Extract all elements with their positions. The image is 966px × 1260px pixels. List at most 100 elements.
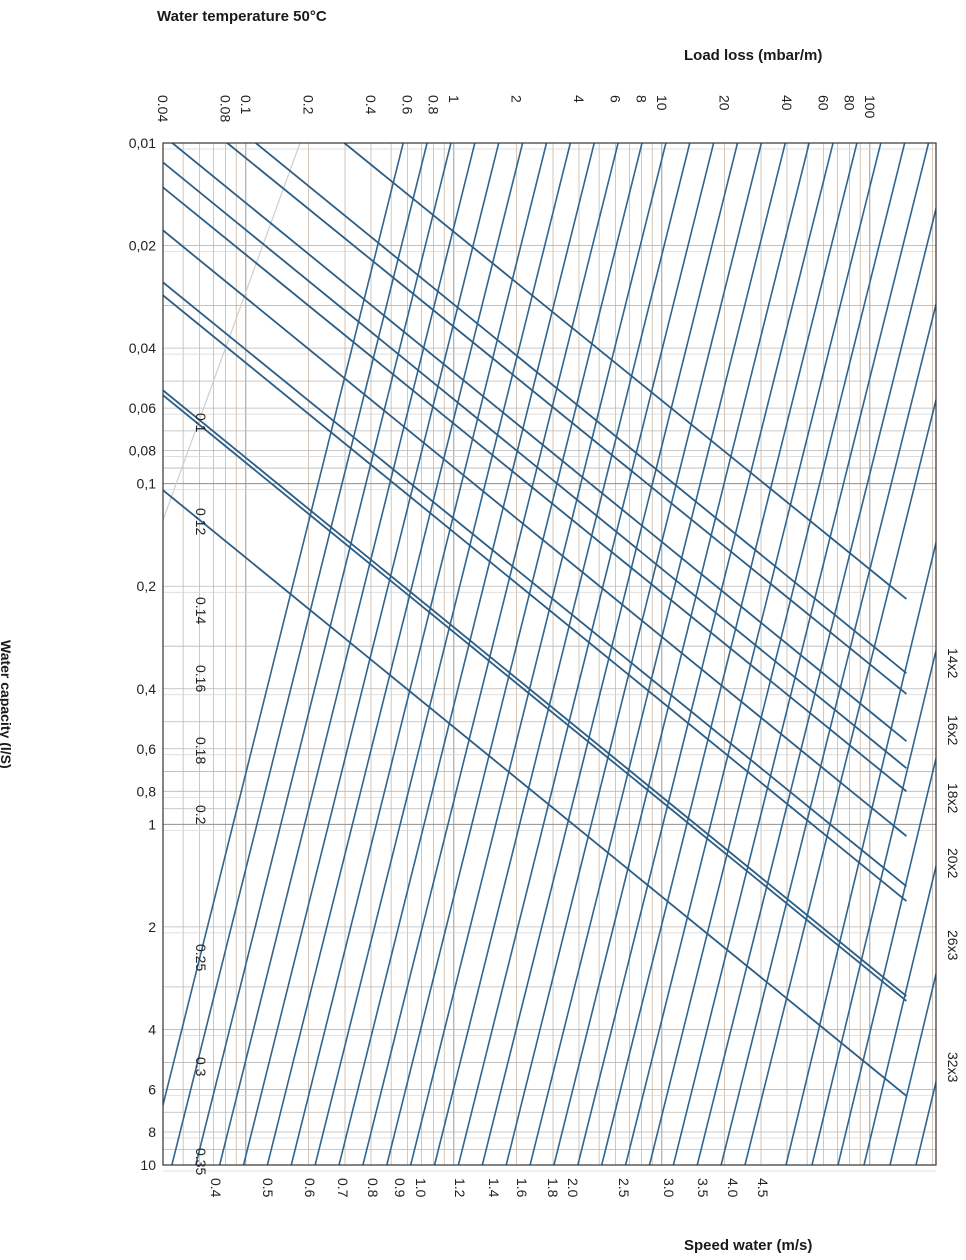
x-axis-title: Load loss (mbar/m) xyxy=(684,47,823,64)
x-tick-label: 0.4 xyxy=(363,95,379,115)
axis-labels: 0,01 0,02 0,04 0,06 0,08 0,1 0,2 0,4 0,6 0,8 1 2 4 6 8… xyxy=(129,95,961,1198)
pipe-label: 16x2 xyxy=(945,715,961,746)
speed-line xyxy=(672,143,930,1165)
pipe-line-20x2-companion xyxy=(163,281,907,887)
pipe-label: 18x2 xyxy=(945,783,961,814)
speed-line xyxy=(242,143,500,1165)
speed-line xyxy=(314,143,572,1165)
speed-line xyxy=(338,143,596,1165)
speed-line xyxy=(624,143,882,1165)
speed-label-left: 0.25 xyxy=(193,944,209,971)
speed-line xyxy=(529,143,787,1165)
pipe-label: 26x3 xyxy=(945,930,961,961)
speed-line xyxy=(457,143,715,1165)
x-tick-label: 0.1 xyxy=(238,95,254,115)
speed-label-bottom: 1.4 xyxy=(486,1178,502,1198)
speed-line xyxy=(171,143,428,1165)
speed-label-bottom: 3.5 xyxy=(695,1178,711,1198)
pipe-label: 14x2 xyxy=(945,648,961,679)
x-tick-label: 4 xyxy=(571,95,587,103)
y-tick-label: 2 xyxy=(148,919,156,935)
x-tick-label: 0.2 xyxy=(300,95,316,115)
pipe-line-16x2 xyxy=(254,143,907,674)
speed-label-bottom: 2.5 xyxy=(616,1178,632,1198)
speed-label-bottom: 0.9 xyxy=(392,1178,408,1198)
y-tick-label: 0,8 xyxy=(137,783,157,799)
speed-label-bottom: 0.6 xyxy=(302,1178,318,1198)
speed-label-left: 0.35 xyxy=(193,1148,209,1175)
speed-line xyxy=(744,396,936,1165)
y-tick-label: 0,4 xyxy=(137,681,157,697)
speed-line xyxy=(785,539,936,1165)
pipe-line-20x2 xyxy=(163,186,907,793)
x-tick-label: 6 xyxy=(608,95,624,103)
x-tick-label: 0.6 xyxy=(400,95,416,115)
reference-line xyxy=(163,143,301,521)
speed-label-bottom: 1.0 xyxy=(413,1178,429,1198)
speed-line xyxy=(481,143,739,1165)
speed-axis-title: Speed water (m/s) xyxy=(684,1237,813,1254)
pipe-line-16x2-companion xyxy=(163,161,907,769)
x-tick-label: 40 xyxy=(779,95,795,111)
pipe-line-32x3-companion xyxy=(163,489,907,1097)
pipe-line-14x2-companion xyxy=(225,143,907,695)
x-tick-label: 100 xyxy=(862,95,878,119)
y-tick-label: 10 xyxy=(140,1157,156,1173)
speed-label-left: 0.18 xyxy=(193,737,209,764)
speed-line xyxy=(696,205,936,1165)
x-tick-label: 20 xyxy=(716,95,732,111)
speed-line xyxy=(811,647,936,1165)
speed-line xyxy=(290,143,548,1165)
speed-line xyxy=(409,143,667,1165)
speed-label-bottom: 1.6 xyxy=(514,1178,530,1198)
y-tick-label: 0,04 xyxy=(129,340,156,356)
pipe-label: 32x3 xyxy=(945,1052,961,1083)
speed-line xyxy=(942,0,966,1165)
x-tick-label: 0.04 xyxy=(155,95,171,122)
x-tick-label: 8 xyxy=(634,95,650,103)
speed-line xyxy=(553,143,810,1165)
speed-label-left: 0.16 xyxy=(193,665,209,692)
speed-line xyxy=(163,143,405,1109)
pipe-line-18x2 xyxy=(170,143,907,742)
speed-label-left: 0.2 xyxy=(193,805,209,825)
speed-line xyxy=(218,143,476,1165)
pipe-line-14x2 xyxy=(342,143,907,600)
y-tick-label: 0,6 xyxy=(137,741,157,757)
speed-line xyxy=(362,143,619,1165)
y-tick-label: 0,02 xyxy=(129,238,156,254)
speed-label-bottom: 4.0 xyxy=(725,1178,741,1198)
speed-label-bottom: 3.0 xyxy=(661,1178,677,1198)
y-tick-label: 0,08 xyxy=(129,443,156,459)
speed-label-left: 0.12 xyxy=(193,508,209,535)
x-tick-label: 2 xyxy=(508,95,524,103)
y-tick-label: 1 xyxy=(148,816,156,832)
speed-label-bottom: 0.8 xyxy=(365,1178,381,1198)
speed-line xyxy=(505,143,763,1165)
plot-frame xyxy=(162,142,937,1166)
speed-line xyxy=(386,143,643,1165)
y-tick-label: 0,1 xyxy=(137,476,157,492)
chart-title: Water temperature 50°C xyxy=(157,8,327,25)
y-tick-label: 6 xyxy=(148,1081,156,1097)
speed-label-left: 0.14 xyxy=(193,597,209,624)
speed-line xyxy=(889,970,936,1165)
x-tick-label: 1 xyxy=(446,95,462,103)
pipe-line-32x3 xyxy=(163,394,907,1002)
x-tick-label: 80 xyxy=(842,95,858,111)
x-tick-label: 0.8 xyxy=(426,95,442,115)
x-tick-label: 10 xyxy=(654,95,670,111)
y-tick-label: 0,01 xyxy=(129,135,156,151)
speed-line xyxy=(433,143,691,1165)
x-tick-label: 60 xyxy=(816,95,832,111)
speed-line xyxy=(648,143,906,1165)
speed-line xyxy=(863,862,936,1165)
speed-line xyxy=(720,301,936,1165)
speed-label-left: 0.1 xyxy=(193,413,209,433)
speed-label-left: 0.3 xyxy=(193,1057,209,1077)
speed-lines xyxy=(163,0,966,1165)
pipe-lines xyxy=(163,143,907,1097)
y-tick-label: 4 xyxy=(148,1021,156,1037)
speed-label-bottom: 0.7 xyxy=(335,1178,351,1198)
